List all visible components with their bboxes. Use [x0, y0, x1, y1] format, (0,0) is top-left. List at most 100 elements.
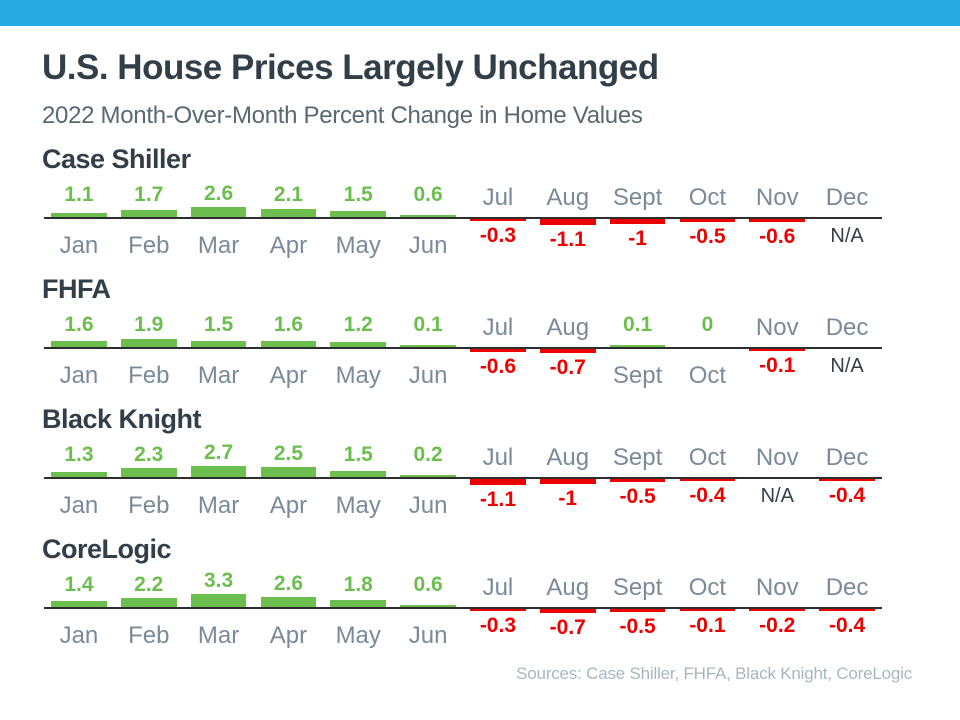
value-label-negative: -0.5 — [689, 225, 726, 248]
value-label-negative: -1 — [628, 227, 647, 250]
value-label-positive: 1.6 — [64, 313, 94, 336]
month-label: Mar — [197, 622, 240, 649]
top-accent-bar — [0, 0, 960, 26]
bar-positive — [330, 211, 387, 217]
chart-column: 1.6 Apr — [254, 311, 324, 395]
month-label: Oct — [688, 444, 727, 471]
month-label: May — [335, 362, 381, 389]
month-label: Apr — [269, 232, 308, 259]
value-label-negative: -0.4 — [689, 484, 726, 507]
bar-positive — [330, 471, 387, 477]
month-label: Jan — [59, 622, 99, 649]
chart-column: 1.6 Jan — [44, 311, 114, 395]
chart-column: 1.7 Feb — [114, 181, 184, 265]
month-label: Apr — [269, 492, 308, 519]
bar-positive — [120, 598, 177, 607]
value-label-negative: -0.4 — [828, 614, 866, 637]
chart-column: 1.5 Mar — [184, 311, 254, 395]
chart-column: 1.4 Jan — [44, 571, 114, 655]
value-label-negative: -0.1 — [759, 354, 796, 377]
chart-column: 3.3 Mar — [184, 569, 254, 655]
bar-positive — [260, 341, 317, 347]
chart-column: 2.6 Mar — [184, 181, 254, 265]
bar-negative — [819, 609, 875, 611]
value-label-positive: 2.6 — [203, 182, 234, 205]
chart-column: 1.5 May — [323, 441, 393, 525]
chart-column: Aug -0.7 — [533, 311, 603, 395]
chart-area: 1.4 Jan 2.2 Feb 3.3 Mar 2.6 Apr 1.8 May 0.6 Jun Jul -… — [44, 569, 882, 655]
month-label: Feb — [128, 232, 170, 259]
month-label: Mar — [197, 232, 240, 259]
bar-positive — [330, 600, 387, 607]
month-label: Sept — [612, 184, 663, 211]
chart-column: Dec N/A — [812, 181, 882, 265]
chart-column: Oct -0.4 — [673, 441, 743, 525]
bar-positive — [400, 345, 456, 347]
value-label-positive: 2.6 — [273, 572, 304, 595]
chart-column: Oct -0.1 — [673, 571, 743, 655]
month-label: Jan — [59, 362, 99, 389]
charts: Case Shiller 1.1 Jan 1.7 Feb 2.6 Mar 2.1 Apr 1.5 M… — [0, 144, 960, 655]
na-label: N/A — [830, 355, 864, 377]
month-label: Dec — [825, 574, 869, 601]
bar-negative — [470, 479, 526, 485]
chart-column: 0 Oct — [673, 311, 743, 395]
value-label-positive: 1.5 — [343, 443, 373, 466]
chart-column: Jul -0.3 — [463, 181, 533, 265]
month-label: Oct — [688, 362, 727, 389]
chart-column: Dec -0.4 — [812, 441, 882, 525]
value-label-positive: 3.3 — [203, 569, 234, 592]
axis-baseline — [44, 217, 882, 219]
value-label-negative: -0.7 — [549, 356, 586, 379]
value-label-negative: -0.3 — [479, 224, 516, 247]
month-label: Nov — [755, 314, 799, 341]
month-label: Feb — [128, 622, 170, 649]
month-label: Sept — [612, 444, 663, 471]
month-label: Aug — [546, 184, 590, 211]
value-label-positive: 2.3 — [134, 443, 164, 466]
chart-column: Aug -1.1 — [533, 181, 603, 265]
month-label: May — [335, 622, 381, 649]
month-label: Nov — [755, 444, 799, 471]
value-label-positive: 0.6 — [413, 573, 443, 596]
chart-column: Aug -1 — [533, 441, 603, 525]
bar-negative — [470, 349, 526, 352]
section-title: FHFA — [42, 274, 111, 304]
bar-positive — [120, 339, 177, 347]
value-label-positive: 2.7 — [203, 441, 234, 464]
bar-positive — [400, 475, 456, 477]
na-label: N/A — [830, 225, 864, 247]
value-label-positive: 2.1 — [273, 183, 304, 206]
value-label-positive: 2.5 — [273, 442, 304, 465]
chart-section: CoreLogic 1.4 Jan 2.2 Feb 3.3 Mar 2.6 Apr 1.8 May 0… — [0, 534, 960, 655]
axis-baseline — [44, 607, 882, 609]
month-label: Dec — [825, 444, 869, 471]
page-title: U.S. House Prices Largely Unchanged — [42, 48, 659, 87]
bar-positive — [120, 468, 177, 477]
bar-positive — [190, 466, 247, 477]
value-label-positive: 0.1 — [622, 313, 653, 336]
chart-column: 1.5 May — [323, 181, 393, 265]
value-label-negative: -0.5 — [619, 615, 656, 638]
value-label-positive: 1.2 — [343, 313, 373, 336]
bar-positive — [400, 605, 456, 607]
bar-positive — [51, 472, 107, 477]
bar-negative — [749, 349, 806, 351]
value-label-negative: -1.1 — [479, 488, 516, 511]
month-label: Apr — [269, 622, 308, 649]
chart-column: Sept -0.5 — [603, 441, 673, 525]
na-label: N/A — [760, 485, 794, 507]
month-label: Jul — [482, 444, 514, 471]
bar-positive — [330, 342, 387, 347]
bar-negative — [609, 479, 666, 482]
chart-column: 0.6 Jun — [393, 571, 463, 655]
value-label-positive: 0.2 — [413, 443, 443, 466]
value-label-positive: 0.1 — [413, 313, 443, 336]
month-label: Aug — [546, 444, 590, 471]
bar-positive — [51, 213, 107, 217]
section-title: Case Shiller — [42, 144, 191, 174]
chart-column: 0.2 Jun — [393, 441, 463, 525]
month-label: Oct — [688, 184, 727, 211]
bar-negative — [470, 609, 526, 611]
value-label-positive: 1.9 — [134, 313, 164, 336]
